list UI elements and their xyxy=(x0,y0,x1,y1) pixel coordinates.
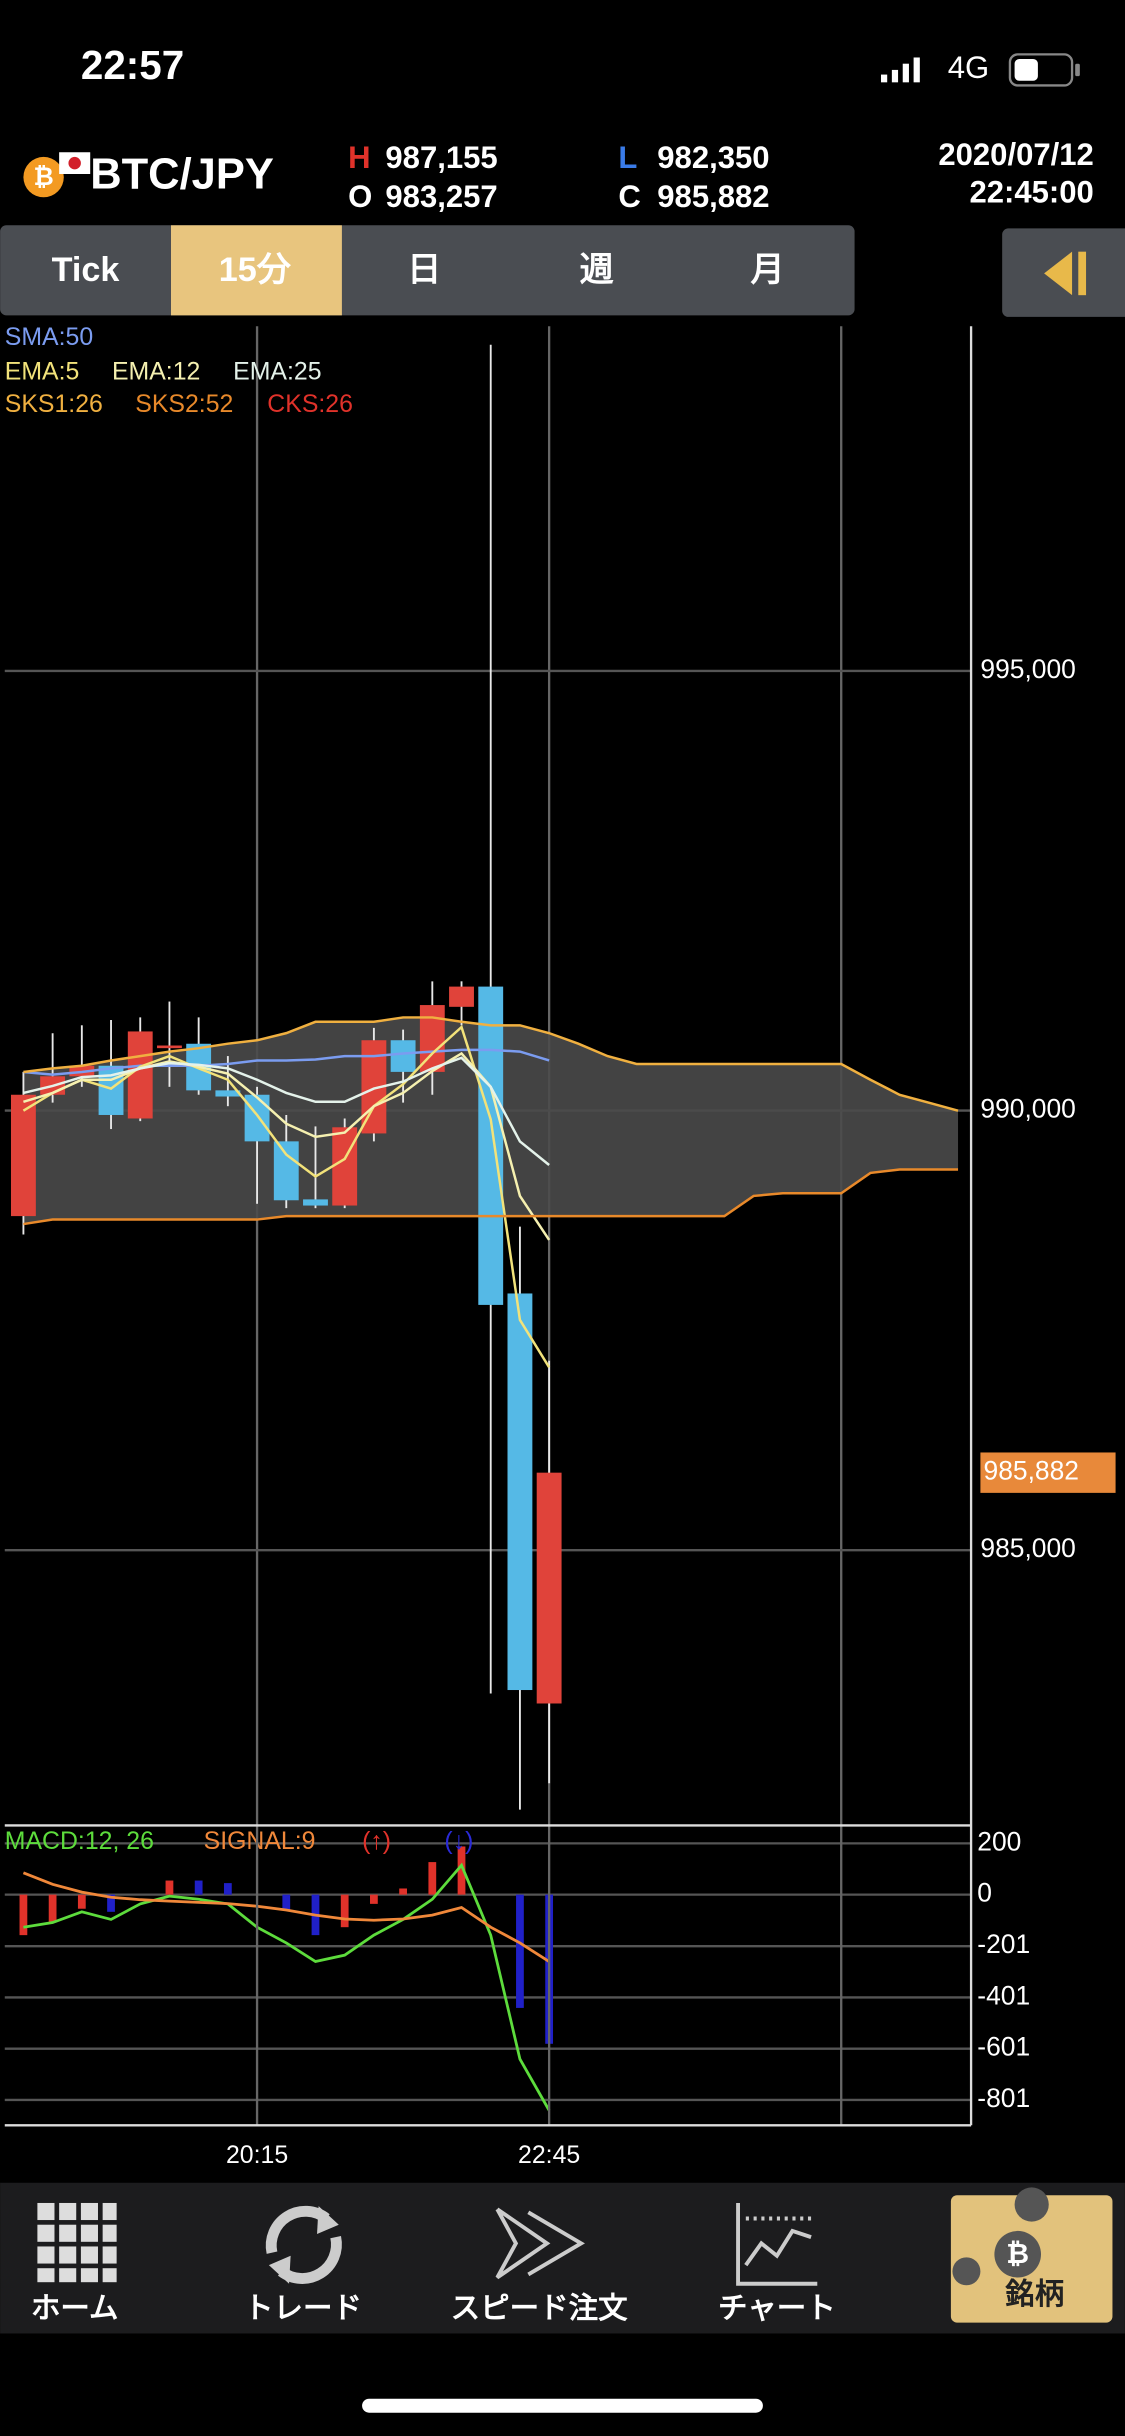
indicator-line xyxy=(23,1016,959,1112)
legend-entry: SIGNAL:9 xyxy=(204,1828,316,1855)
nav-label[interactable]: ホーム xyxy=(31,2292,119,2325)
svg-text:₿: ₿ xyxy=(1006,2238,1029,2269)
network-label: 4G xyxy=(948,50,989,85)
histogram-bar xyxy=(370,1894,378,1904)
candle-body xyxy=(332,1127,358,1206)
histogram-bar xyxy=(165,1880,174,1895)
legend-entry: MACD:12, 26 xyxy=(5,1828,154,1855)
candle-body xyxy=(273,1141,299,1201)
home-icon[interactable] xyxy=(37,2202,117,2283)
candle-body xyxy=(215,1090,241,1097)
y-tick-label: -401 xyxy=(977,1980,1030,2010)
chart-area: 200 0 -201 -401 -601 -801 MACD:12, 26 SIGNAL:9 (… xyxy=(5,324,1116,2169)
annotation: (↓) xyxy=(444,1828,473,1855)
tab[interactable]: 日 xyxy=(407,251,441,289)
nav-label[interactable]: トレード xyxy=(244,2292,362,2325)
status-time: 22:57 xyxy=(81,42,184,88)
legend-entry: EMA:25 xyxy=(233,358,321,385)
indicator-line xyxy=(23,1168,959,1226)
trade-icon[interactable] xyxy=(265,2205,342,2284)
annotation: (↑) xyxy=(362,1828,391,1855)
battery-icon xyxy=(1008,53,1080,87)
histogram-bar xyxy=(428,1862,437,1895)
y-tick-label: -601 xyxy=(977,2032,1030,2062)
home-indicator xyxy=(362,2398,763,2413)
collapse-button[interactable] xyxy=(1002,228,1125,317)
candle-body xyxy=(303,1199,328,1206)
candle-body xyxy=(390,1040,416,1072)
close-label: C xyxy=(618,179,640,214)
close-value: 985,882 xyxy=(657,179,769,214)
histogram-bar xyxy=(107,1894,115,1912)
y-tick-label: 200 xyxy=(977,1826,1021,1856)
macd-line xyxy=(23,1862,551,2112)
indicator-line xyxy=(23,1048,550,1076)
histogram-bar xyxy=(194,1880,203,1895)
tab-selected-bg xyxy=(171,225,342,316)
candle-body xyxy=(157,1045,182,1049)
legend-entry: EMA:12 xyxy=(112,358,200,385)
histogram-bar xyxy=(399,1888,407,1895)
tab[interactable]: 月 xyxy=(750,251,784,289)
chart-icon[interactable] xyxy=(736,2202,818,2286)
legend-entry: SKS1:26 xyxy=(5,391,103,418)
legend-entry: CKS:26 xyxy=(267,391,353,418)
histogram-bar xyxy=(340,1894,349,1928)
indicator-line xyxy=(23,1056,550,1166)
open-label: O xyxy=(348,179,372,214)
candle-body xyxy=(449,986,474,1007)
histogram-bar xyxy=(48,1894,57,1923)
signal-icon xyxy=(880,57,920,83)
indicator-line xyxy=(22,1024,551,1368)
candle-body xyxy=(507,1293,533,1691)
tab[interactable]: 15分 xyxy=(219,251,292,289)
low-label: L xyxy=(618,140,637,175)
x-tick-label: 20:15 xyxy=(226,2142,288,2169)
legend-entry: SKS2:52 xyxy=(135,391,233,418)
btc-logo: ₿ xyxy=(23,152,91,198)
tab[interactable]: Tick xyxy=(52,251,121,289)
candle-body xyxy=(536,1472,562,1704)
y-tick-label: 995,000 xyxy=(980,654,1075,684)
y-tick-label: 0 xyxy=(977,1878,992,1908)
histogram-bar xyxy=(77,1894,86,1909)
last-price-tag xyxy=(980,1452,1116,1493)
header-time: 22:45:00 xyxy=(969,174,1093,209)
y-tick-label: 990,000 xyxy=(980,1094,1075,1124)
macd-line xyxy=(22,1871,550,1963)
candle-body xyxy=(244,1094,270,1142)
histogram-bar xyxy=(223,1883,232,1895)
x-tick-label: 22:45 xyxy=(518,2142,580,2169)
candle-body xyxy=(127,1031,153,1119)
symbol: BTC/JPY xyxy=(90,151,274,199)
candle-body xyxy=(10,1094,36,1217)
open-value: 983,257 xyxy=(385,179,497,214)
histogram-bar xyxy=(457,1846,466,1895)
legend-entry: SMA:50 xyxy=(5,324,93,351)
nav-label[interactable]: 銘柄 xyxy=(1004,2278,1064,2311)
y-tick-label: 985,000 xyxy=(980,1533,1075,1563)
low-value: 982,350 xyxy=(657,140,769,175)
histogram-bar xyxy=(516,1894,524,2008)
svg-text:₿: ₿ xyxy=(33,164,53,191)
nav-label[interactable]: チャート xyxy=(718,2292,836,2325)
tab[interactable]: 週 xyxy=(580,251,614,289)
high-label: H xyxy=(348,140,370,175)
symbol-menu-icon[interactable]: ₿ xyxy=(950,2187,1113,2323)
histogram-bar xyxy=(282,1894,291,1911)
nav-bar xyxy=(0,2182,1125,2334)
last-price-label: 985,882 xyxy=(984,1456,1079,1486)
legend-entry: EMA:5 xyxy=(5,358,80,385)
speed-order-icon[interactable] xyxy=(495,2207,585,2280)
indicator-line xyxy=(23,1051,551,1241)
nav-label[interactable]: スピード注文 xyxy=(451,2292,629,2325)
high-value: 987,155 xyxy=(385,140,497,175)
y-tick-label: -201 xyxy=(977,1929,1030,1959)
header-date: 2020/07/12 xyxy=(938,137,1093,172)
y-tick-label: -801 xyxy=(977,2083,1030,2113)
histogram-bar xyxy=(19,1894,28,1936)
candle-body xyxy=(478,986,504,1305)
